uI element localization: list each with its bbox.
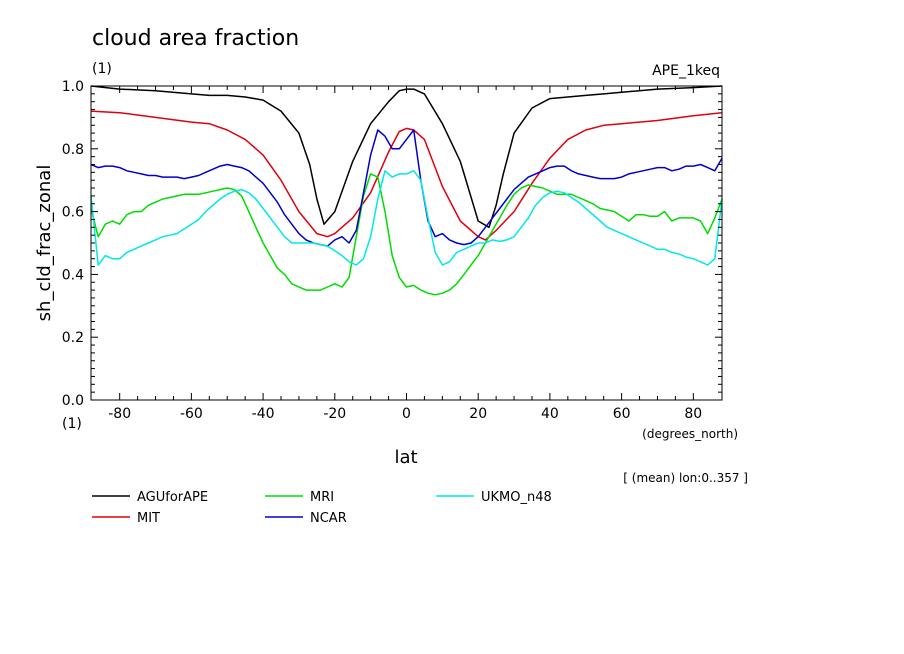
x-axis-label: lat	[394, 447, 417, 468]
legend-label: MRI	[310, 490, 334, 505]
series-line-1	[90, 110, 723, 241]
x-tick-label: 60	[613, 406, 631, 422]
legend-label: AGUforAPE	[137, 490, 208, 505]
x-tick-label: -80	[108, 406, 131, 422]
legend-label: MIT	[137, 511, 160, 526]
series-line-0	[90, 85, 723, 229]
series-line-4	[90, 170, 723, 266]
x-tick-label: 80	[684, 406, 702, 422]
chart-title: cloud area fraction	[92, 26, 299, 51]
x-tick-label: -20	[323, 406, 346, 422]
y-tick-label: 0.4	[62, 267, 84, 283]
series-line-2	[90, 173, 723, 296]
x-tick-label: 0	[402, 406, 411, 422]
legend-label: UKMO_n48	[481, 490, 552, 505]
legend-label: NCAR	[310, 511, 347, 526]
y-tick-label: 1.0	[62, 79, 84, 95]
y-axis-label: sh_cld_frac_zonal	[34, 165, 55, 322]
x-tick-label: -40	[252, 406, 275, 422]
series-layer	[90, 85, 723, 296]
x-tick-label: 20	[469, 406, 487, 422]
y-tick-label: 0.8	[62, 142, 84, 158]
y-tick-label: 0.2	[62, 330, 84, 346]
legend: AGUforAPE MIT MRI NCAR UKMO_n48	[92, 490, 552, 526]
plot-frame	[90, 85, 723, 401]
tick-layer: -80 -60 -40 -20 0 20 40 60 80 0.0 0.2 0.4 0.6 0.8 1.0	[62, 79, 722, 422]
y-axis-units: (1)	[62, 416, 82, 432]
title-units: (1)	[92, 61, 112, 77]
x-axis-units: (degrees_north)	[642, 427, 738, 441]
experiment-label: APE_1keq	[652, 63, 720, 79]
plot-area: -80 -60 -40 -20 0 20 40 60 80 0.0 0.2 0.4 0.6 0.8 1.0	[62, 79, 723, 422]
x-tick-label: -60	[180, 406, 203, 422]
series-line-3	[90, 129, 723, 247]
y-tick-label: 0.0	[62, 393, 84, 409]
y-tick-label: 0.6	[62, 205, 84, 221]
averaging-note: [ (mean) lon:0..357 ]	[623, 471, 748, 485]
x-tick-label: 40	[541, 406, 559, 422]
